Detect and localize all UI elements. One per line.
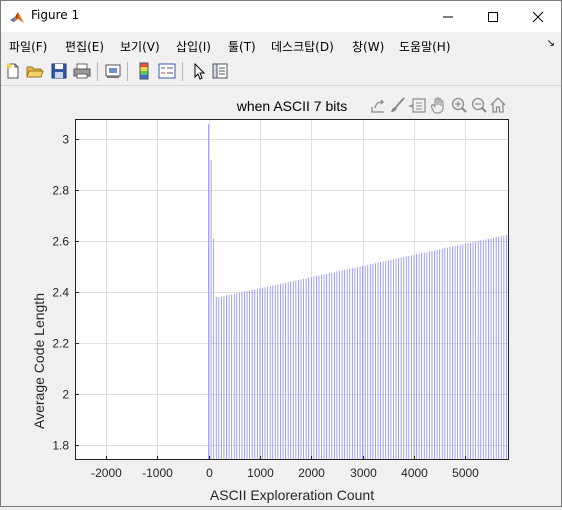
toolbar-separator [97,62,98,81]
y-tick-label: 3 [62,133,69,147]
close-icon [532,11,544,22]
y-tick-label: 1.8 [52,439,69,453]
menu-insert[interactable]: 삽입(I) [176,40,211,54]
x-axis-label: ASCII Exploreration Count [210,487,374,503]
y-axis-label: Average Code Length [31,293,47,429]
x-tick-label: 5000 [452,466,479,480]
zoom-out-icon[interactable] [471,97,487,113]
zoom-in-icon[interactable] [451,97,467,113]
insert-colorbar-icon[interactable] [135,62,153,80]
title-bar[interactable]: Figure 1 [1,1,561,32]
menu-edit[interactable]: 편집(E) [65,40,105,54]
figure-canvas: -2000 -1000 0 1000 2000 3000 4000 5000 1.8 2 2.2 2… [1,86,561,506]
x-tick-label: 1000 [247,466,274,480]
menu-view[interactable]: 보기(V) [120,40,160,54]
y-tick-label: 2.6 [52,235,69,249]
chart-title: when ASCII 7 bits [236,98,348,114]
window-title: Figure 1 [31,8,80,22]
property-inspector-icon[interactable] [211,62,229,80]
menu-help[interactable]: 도움말(H) [399,40,451,54]
print-icon[interactable] [73,62,91,80]
y-tick-label: 2.2 [52,337,69,351]
save-icon[interactable] [50,62,68,80]
y-tick-label: 2.8 [52,184,69,198]
maximize-button[interactable] [470,1,516,32]
menu-overflow-icon[interactable]: ↘ [546,38,555,49]
y-tick-label: 2.4 [52,286,69,300]
new-figure-icon[interactable] [4,62,22,80]
minimize-icon [443,16,453,17]
menu-window[interactable]: 창(W) [352,40,385,54]
close-button[interactable] [515,1,561,32]
minimize-button[interactable] [425,1,471,32]
x-axis-ticks: -2000 -1000 0 1000 2000 3000 4000 5000 [91,456,479,480]
axes-toolbar [371,97,506,114]
x-tick-label: 4000 [401,466,428,480]
x-tick-label: -1000 [142,466,173,480]
x-tick-label: 2000 [298,466,325,480]
matlab-logo-icon [10,12,24,23]
pan-hand-icon[interactable] [431,97,444,114]
export-icon[interactable] [371,99,385,113]
link-plot-icon[interactable] [104,62,122,80]
maximize-icon [488,11,498,22]
axes-background[interactable] [75,119,509,460]
y-tick-label: 2 [62,388,69,402]
plot-area: -2000 -1000 0 1000 2000 3000 4000 5000 1.8 2 2.2 2… [31,97,509,503]
menu-bar: 파일(F) 편집(E) 보기(V) 삽입(I) 툴(T) 데스크탑(D) 창(W… [1,32,561,58]
edit-plot-arrow-icon[interactable] [190,62,208,80]
toolbar-separator [127,62,128,81]
x-tick-label: 0 [206,466,213,480]
y-axis-ticks: 1.8 2 2.2 2.4 2.6 2.8 3 [52,133,79,453]
figure-toolbar [1,58,561,86]
home-icon[interactable] [490,97,506,113]
open-file-icon[interactable] [26,62,44,80]
x-tick-label: -2000 [91,466,122,480]
insert-legend-icon[interactable] [158,62,176,80]
menu-file[interactable]: 파일(F) [9,40,48,54]
data-series [208,124,507,460]
data-tips-icon[interactable] [408,98,426,113]
toolbar-separator [182,62,183,81]
brush-icon[interactable] [391,97,405,112]
menu-tools[interactable]: 툴(T) [228,40,256,54]
menu-desktop[interactable]: 데스크탑(D) [271,40,334,54]
axes-frame [75,119,509,460]
x-tick-label: 3000 [350,466,377,480]
